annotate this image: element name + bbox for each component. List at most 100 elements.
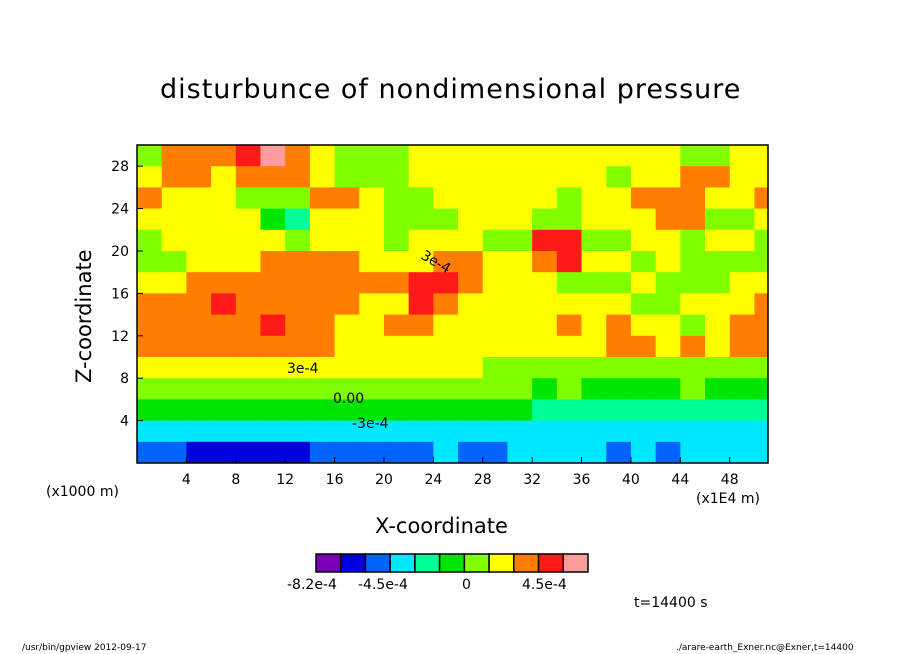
heatmap-cell <box>408 145 434 167</box>
heatmap-cell <box>606 335 632 358</box>
heatmap-cell <box>383 272 410 294</box>
heatmap-cell <box>137 293 163 316</box>
heatmap-cell <box>383 399 410 422</box>
heatmap-cell <box>137 378 163 400</box>
heatmap-cell <box>458 441 484 463</box>
heatmap-cell <box>309 420 336 443</box>
heatmap-cell <box>433 145 459 167</box>
heatmap-cell <box>655 399 681 422</box>
heatmap-cell <box>260 314 286 337</box>
y-tick-label: 24 <box>111 202 129 218</box>
heatmap-cell <box>359 229 385 252</box>
heatmap-cell <box>655 272 681 294</box>
heatmap-cell <box>186 357 212 379</box>
x-unit-right: (x1E4 m) <box>696 491 760 507</box>
heatmap-cell <box>309 293 336 316</box>
heatmap-cell <box>655 441 681 463</box>
heatmap-cell <box>383 420 410 443</box>
heatmap-cell <box>606 314 632 337</box>
heatmap-cell <box>433 357 459 379</box>
heatmap-cell <box>334 272 360 294</box>
heatmap-cell <box>285 187 311 210</box>
heatmap-cell <box>556 251 583 273</box>
heatmap-cell <box>680 272 706 294</box>
heatmap-cell <box>334 420 360 443</box>
heatmap-cell <box>680 378 706 400</box>
heatmap-cell <box>754 441 768 463</box>
heatmap-cell <box>754 145 768 167</box>
heatmap-cell <box>260 399 286 422</box>
heatmap-cell <box>359 441 385 463</box>
heatmap-cell <box>556 335 583 358</box>
heatmap-cell <box>630 187 657 210</box>
heatmap-cell <box>556 293 583 316</box>
heatmap-cell <box>383 229 410 252</box>
heatmap-cell <box>137 166 163 188</box>
heatmap-cell <box>581 378 607 400</box>
heatmap-cell <box>630 335 657 358</box>
heatmap-cell <box>408 335 434 358</box>
heatmap-cell <box>433 251 459 273</box>
heatmap-cell <box>507 187 533 210</box>
heatmap-cell <box>186 166 212 188</box>
heatmap-cell <box>680 335 706 358</box>
heatmap-cell <box>482 378 508 400</box>
heatmap-cell <box>630 420 657 443</box>
heatmap-cell <box>161 251 187 273</box>
colorbar-swatch <box>389 553 416 573</box>
heatmap-cell <box>186 272 212 294</box>
heatmap-cell <box>383 293 410 316</box>
contour-label: 0.00 <box>333 391 364 407</box>
heatmap-cell <box>655 420 681 443</box>
heatmap-cell <box>458 145 484 167</box>
heatmap-cell <box>359 399 385 422</box>
heatmap-cell <box>186 229 212 252</box>
x-tick-label: 48 <box>721 472 739 488</box>
colorbar <box>315 553 589 573</box>
heatmap-cell <box>186 399 212 422</box>
heatmap-cell <box>359 145 385 167</box>
heatmap-cell <box>754 357 768 379</box>
heatmap-cell <box>680 441 706 463</box>
y-tick-label: 28 <box>111 159 129 175</box>
heatmap-cell <box>359 272 385 294</box>
heatmap-cell <box>581 166 607 188</box>
chart-title: disturbunce of nondimensional pressure <box>160 74 742 105</box>
heatmap-cell <box>754 293 768 316</box>
heatmap-cell <box>507 441 533 463</box>
heatmap-cell <box>211 229 237 252</box>
heatmap-cell <box>532 272 558 294</box>
heatmap-cell <box>285 378 311 400</box>
heatmap-cell <box>383 357 410 379</box>
heatmap-cell <box>458 187 484 210</box>
heatmap-cell <box>556 357 583 379</box>
heatmap-cell <box>186 293 212 316</box>
heatmap-cell <box>532 251 558 273</box>
heatmap-cell <box>161 335 187 358</box>
heatmap-cell <box>334 399 360 422</box>
heatmap-cell <box>729 229 755 252</box>
heatmap-cell <box>458 357 484 379</box>
heatmap-cell <box>334 208 360 231</box>
heatmap-cell <box>433 399 459 422</box>
heatmap-cell <box>729 441 755 463</box>
heatmap-cell <box>359 251 385 273</box>
heatmap-cell <box>260 441 286 463</box>
heatmap-cell <box>309 145 336 167</box>
heatmap-cell <box>433 314 459 337</box>
heatmap-cell <box>285 314 311 337</box>
heatmap-cell <box>458 229 484 252</box>
heatmap-cell <box>285 357 311 379</box>
heatmap-cell <box>260 272 286 294</box>
x-tick-label: 20 <box>375 472 393 488</box>
colorbar-swatch <box>364 553 391 573</box>
heatmap-cell <box>507 166 533 188</box>
heatmap-cell <box>433 272 459 294</box>
heatmap-cell <box>186 378 212 400</box>
heatmap-cell <box>655 187 681 210</box>
heatmap-cell <box>655 335 681 358</box>
heatmap-cell <box>383 441 410 463</box>
heatmap-cell <box>211 378 237 400</box>
heatmap-cell <box>235 420 261 443</box>
heatmap-cell <box>309 357 336 379</box>
